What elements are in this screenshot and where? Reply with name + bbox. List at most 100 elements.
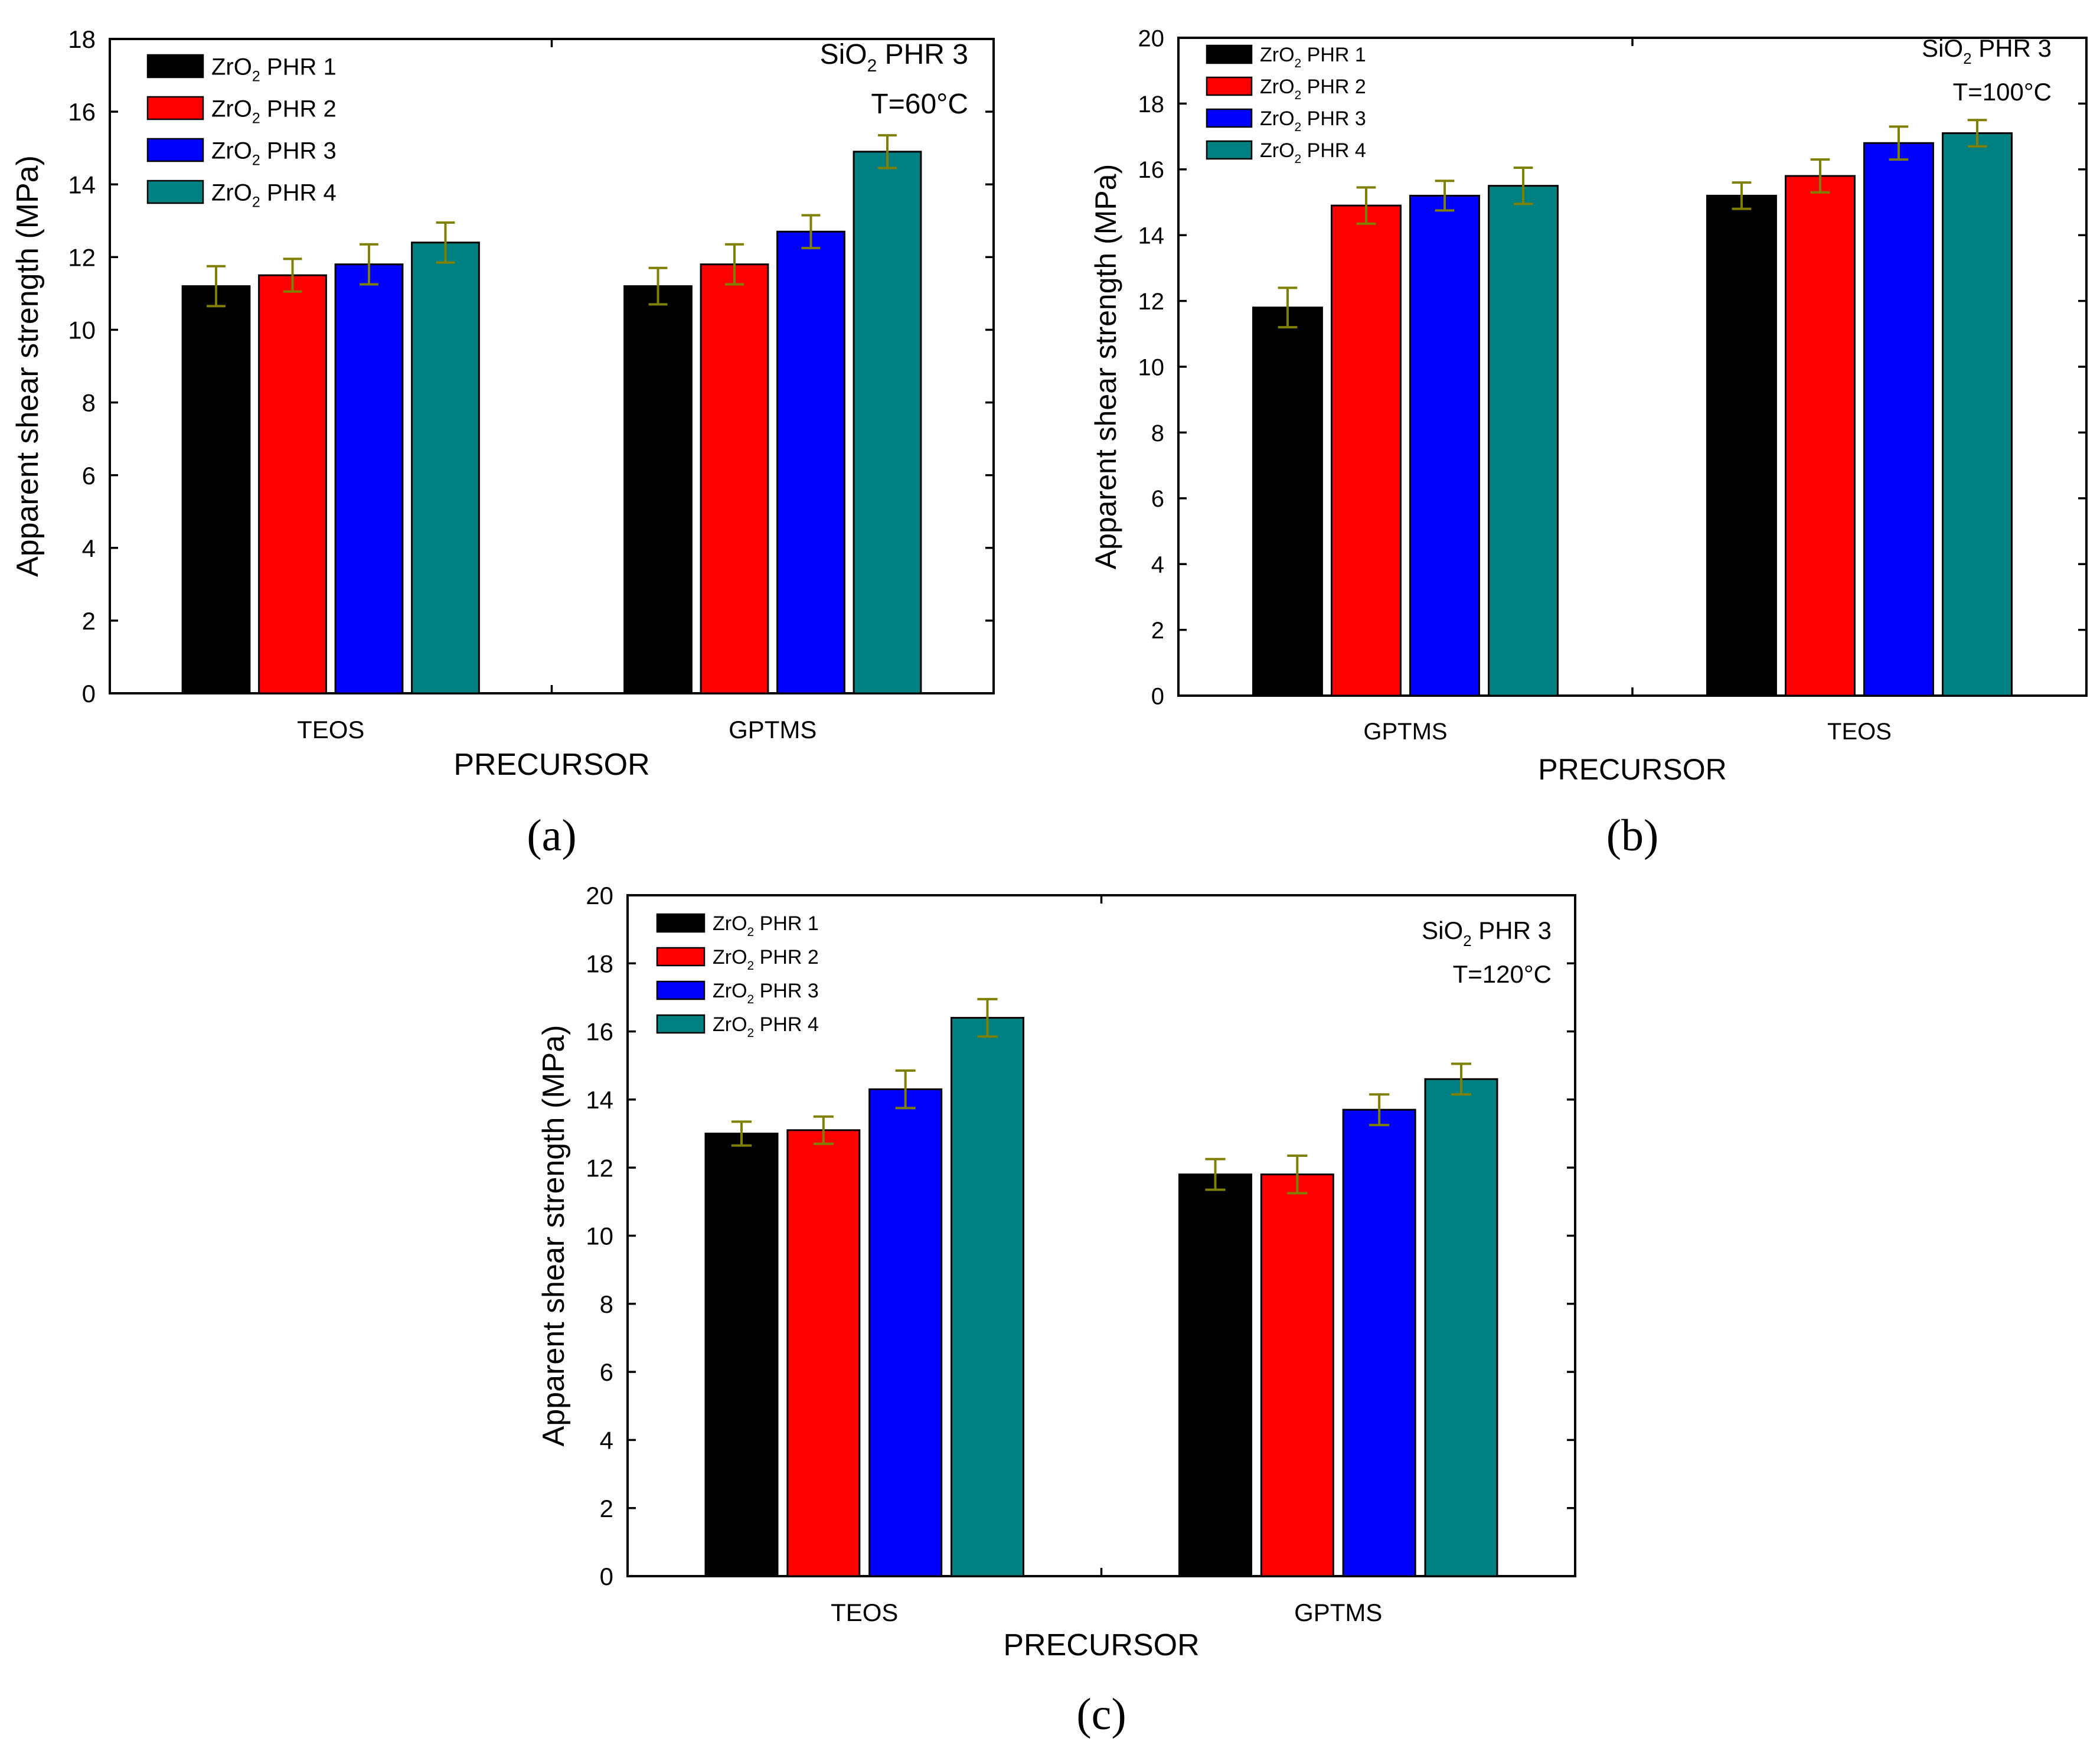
x-tick-label: TEOS: [297, 716, 364, 743]
y-tick-label: 0: [600, 1563, 613, 1590]
annotation-text: SiO2 PHR 3: [1422, 917, 1552, 950]
y-tick-label: 4: [1151, 552, 1164, 578]
y-tick-label: 18: [586, 950, 613, 977]
y-axis-label: Apparent shear strength (MPa): [11, 155, 45, 577]
chart-panel-b: 0 2 4 6 8 10 12 14 16 18 20 GPTMS TEOS Apparent shear…: [1089, 25, 2088, 860]
y-tick-label: 14: [1138, 223, 1165, 249]
y-tick-label: 10: [68, 317, 96, 344]
legend-swatch: [656, 1014, 706, 1034]
x-tick-label: GPTMS: [729, 716, 817, 743]
legend-label: ZrO2 PHR 4: [1260, 139, 1366, 166]
legend-swatch: [1206, 44, 1253, 64]
panel-label: (a): [527, 811, 576, 860]
y-tick-label: 8: [600, 1290, 613, 1318]
legend-label: ZrO2 PHR 2: [211, 96, 337, 126]
legend-label: ZrO2 PHR 4: [211, 180, 337, 210]
bar: [258, 274, 327, 694]
annotation-text: T=120°C: [1453, 960, 1552, 988]
y-tick-label: 6: [600, 1358, 613, 1386]
legend-label: ZrO2 PHR 3: [211, 138, 337, 168]
legend-swatch: [1206, 108, 1253, 128]
y-tick-label: 0: [1151, 683, 1164, 709]
bar: [1331, 204, 1402, 697]
bar: [411, 242, 480, 694]
bar: [1785, 175, 1856, 697]
bar: [1706, 194, 1777, 697]
y-tick-label: 2: [1151, 618, 1164, 644]
panel-label: (c): [1076, 1690, 1126, 1739]
legend-swatch: [146, 180, 204, 204]
chart-panel-c: 0 2 4 6 8 10 12 14 16 18 20 TEOS GPTMS Apparent shear…: [537, 882, 1576, 1739]
x-tick-label: GPTMS: [1294, 1599, 1382, 1626]
y-tick-label: 18: [68, 25, 96, 53]
bar: [1409, 194, 1480, 697]
legend-swatch: [146, 54, 204, 79]
x-tick-label: GPTMS: [1363, 719, 1447, 745]
x-axis-label: PRECURSOR: [1003, 1628, 1199, 1662]
bar: [704, 1133, 779, 1577]
bar: [1424, 1078, 1498, 1577]
bar: [853, 151, 922, 694]
bar: [334, 263, 404, 694]
panel-label: (b): [1606, 811, 1659, 860]
y-tick-label: 8: [82, 389, 96, 417]
legend-swatch: [146, 96, 204, 120]
y-axis-label: Apparent shear strength (MPa): [1089, 164, 1122, 569]
bar: [1178, 1173, 1252, 1577]
bar: [1260, 1173, 1334, 1577]
x-tick-label: TEOS: [831, 1599, 898, 1626]
y-tick-label: 20: [586, 882, 613, 909]
y-tick-label: 20: [1138, 25, 1165, 51]
legend-swatch: [146, 138, 204, 162]
y-tick-label: 10: [1138, 354, 1165, 380]
legend-label: ZrO2 PHR 1: [211, 54, 337, 84]
bar: [1252, 306, 1323, 697]
x-axis-label: PRECURSOR: [453, 748, 649, 782]
y-tick-label: 16: [1138, 157, 1165, 183]
bar: [1863, 142, 1934, 697]
bar: [868, 1088, 943, 1577]
y-tick-label: 10: [586, 1222, 613, 1250]
chart-panel-a: 0 2 4 6 8 10 12 14 16 18 TEOS GPTMS Apparent shear s…: [11, 25, 995, 860]
x-tick-label: TEOS: [1827, 719, 1892, 745]
y-tick-label: 4: [82, 534, 96, 562]
annotation-text: SiO2 PHR 3: [1922, 34, 2052, 67]
y-axis-label: Apparent shear strength (MPa): [537, 1025, 571, 1447]
annotation-text: T=60°C: [871, 89, 968, 120]
y-tick-label: 2: [82, 607, 96, 635]
bar: [951, 1017, 1024, 1577]
bar: [1342, 1108, 1416, 1577]
legend-swatch: [1206, 140, 1253, 160]
bar: [776, 230, 845, 694]
y-tick-label: 6: [1151, 486, 1164, 512]
y-tick-label: 16: [68, 98, 96, 126]
y-tick-label: 14: [68, 171, 96, 198]
bar: [181, 285, 251, 694]
bar: [1488, 185, 1559, 697]
x-axis-label: PRECURSOR: [1538, 753, 1726, 786]
bar: [623, 285, 693, 694]
bar: [1942, 132, 2013, 697]
y-tick-label: 2: [600, 1495, 613, 1522]
legend-label: ZrO2 PHR 3: [713, 980, 819, 1006]
y-tick-label: 16: [586, 1018, 613, 1046]
y-tick-label: 4: [600, 1427, 613, 1455]
y-tick-label: 8: [1151, 420, 1164, 446]
annotation-text: T=100°C: [1953, 78, 2052, 106]
legend-label: ZrO2 PHR 1: [1260, 44, 1366, 70]
legend-swatch: [1206, 76, 1253, 96]
legend-swatch: [656, 913, 706, 933]
annotation-text: SiO2 PHR 3: [820, 39, 968, 76]
y-tick-label: 12: [586, 1154, 613, 1182]
y-tick-label: 6: [82, 462, 96, 490]
legend-label: ZrO2 PHR 2: [713, 946, 819, 973]
legend-label: ZrO2 PHR 2: [1260, 76, 1366, 102]
y-tick-label: 12: [68, 243, 96, 271]
legend-swatch: [656, 947, 706, 967]
legend-label: ZrO2 PHR 3: [1260, 107, 1366, 134]
legend-swatch: [656, 980, 706, 1000]
y-tick-label: 12: [1138, 289, 1165, 315]
bar: [700, 263, 769, 694]
bar: [786, 1129, 861, 1577]
